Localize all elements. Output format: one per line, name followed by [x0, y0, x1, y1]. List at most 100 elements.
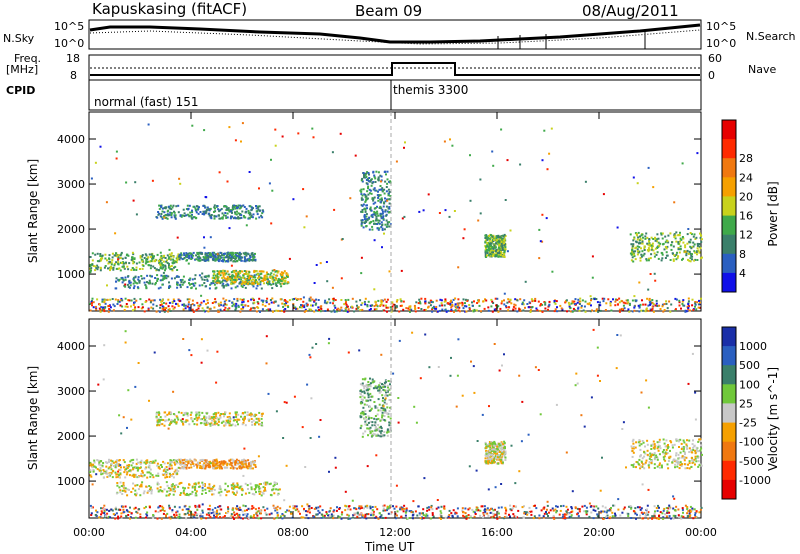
range-cell-0-259 — [99, 269, 102, 272]
range-cell-2-160 — [166, 413, 169, 416]
range-cell-0-219 — [99, 253, 102, 255]
range-cell-1-148 — [208, 483, 211, 486]
scatter-cell-117 — [354, 154, 357, 157]
range-cell-1-70 — [173, 490, 176, 493]
range-cell-4-118 — [367, 179, 370, 182]
range-cell-2-40 — [258, 411, 261, 414]
range-cell-1-207 — [164, 276, 167, 279]
range-cell-0-216 — [164, 476, 167, 479]
scatter-cell-139 — [548, 152, 551, 155]
scatter-cell-47 — [216, 253, 219, 256]
range-cell-2-259 — [169, 204, 172, 207]
range-cell-6-104 — [679, 464, 682, 466]
range-cell-1-134 — [138, 279, 141, 282]
range-cell-8-862 — [392, 303, 395, 306]
range-cell-2-220 — [175, 205, 178, 208]
range-cell-6-230 — [696, 253, 698, 256]
range-cell-6-230 — [700, 444, 703, 447]
range-cell-1-186 — [201, 489, 204, 492]
range-cell-8-797 — [361, 308, 364, 311]
range-cell-1-67 — [154, 283, 157, 286]
range-cell-8-467 — [627, 301, 630, 304]
range-cell-1-177 — [238, 278, 241, 281]
range-cell-1-116 — [226, 283, 229, 286]
range-cell-2-31 — [251, 423, 254, 426]
range-cell-7-251 — [282, 276, 285, 279]
range-cell-0-209 — [170, 265, 173, 267]
range-cell-0-134 — [94, 265, 97, 268]
range-cell-8-537 — [375, 308, 378, 311]
range-cell-1-18 — [256, 284, 259, 287]
range-cell-4-96 — [387, 188, 390, 191]
range-cell-4-180 — [370, 220, 373, 223]
range-cell-4-191 — [383, 228, 386, 231]
range-cell-1-250 — [179, 494, 182, 496]
range-cell-7-193 — [228, 278, 231, 281]
range-cell-4-34 — [367, 421, 370, 424]
range-cell-8-445 — [171, 305, 174, 308]
range-cell-0-250 — [141, 469, 144, 472]
range-cell-2-173 — [262, 210, 265, 213]
range-cell-6-182 — [698, 243, 701, 245]
range-cell-3-107 — [199, 459, 202, 462]
range-cell-8-669 — [286, 300, 289, 303]
range-cell-8-417 — [182, 308, 185, 311]
range-cell-1-45 — [168, 490, 171, 492]
range-cell-8-132 — [232, 303, 235, 306]
range-cell-0-191 — [111, 252, 114, 255]
scatter-cell-149 — [303, 226, 306, 229]
range-cell-1-166 — [228, 490, 230, 493]
range-cell-2-160 — [165, 206, 168, 209]
range-cell-8-82 — [164, 309, 166, 311]
range-cell-4-27 — [366, 404, 369, 406]
scatter-cell-143 — [383, 232, 385, 235]
range-cell-0-8 — [113, 262, 116, 265]
range-cell-4-211 — [370, 209, 373, 212]
range-cell-2-8 — [219, 416, 222, 419]
range-cell-4-105 — [381, 228, 384, 231]
range-cell-0-152 — [178, 458, 181, 461]
range-cell-8-799 — [451, 303, 454, 306]
range-cell-8-352 — [134, 306, 137, 309]
range-cell-7-143 — [258, 282, 260, 285]
range-cell-3-238 — [187, 460, 190, 463]
range-cell-6-214 — [691, 460, 694, 463]
range-cell-3-254 — [238, 256, 241, 258]
range-cell-8-813 — [590, 299, 592, 302]
range-cell-1-167 — [137, 276, 140, 279]
range-cell-6-18 — [634, 250, 637, 253]
range-cell-4-161 — [365, 176, 368, 178]
range-cell-0-202 — [152, 256, 155, 259]
range-cell-8-183 — [674, 308, 677, 311]
range-cell-4-172 — [360, 210, 363, 213]
range-cell-2-164 — [208, 415, 211, 418]
range-cell-6-152 — [688, 250, 691, 253]
range-cell-5-256 — [492, 254, 495, 257]
range-cell-3-246 — [234, 258, 237, 261]
range-cell-6-174 — [630, 445, 633, 448]
range-cell-7-218 — [243, 270, 246, 272]
range-cell-6-179 — [694, 452, 697, 455]
range-cell-8-92 — [614, 300, 617, 303]
range-cell-1-254 — [149, 487, 152, 490]
range-cell-4-36 — [388, 399, 391, 401]
range-cell-8-428 — [556, 306, 558, 309]
range-cell-4-158 — [366, 197, 369, 200]
range-cell-8-397 — [107, 310, 110, 313]
range-cell-8-890 — [554, 302, 557, 305]
range-cell-8-424 — [326, 308, 329, 311]
range-cell-8-404 — [228, 307, 231, 310]
range-cell-1-123 — [194, 487, 197, 490]
range-cell-8-818 — [616, 298, 619, 301]
scatter-cell-135 — [469, 199, 472, 202]
range-cell-6-215 — [636, 461, 639, 464]
range-cell-6-171 — [684, 467, 687, 470]
range-cell-2-217 — [170, 419, 173, 422]
range-cell-0-166 — [164, 269, 166, 272]
scatter-cell-92 — [228, 126, 231, 129]
range-cell-1-87 — [129, 284, 132, 287]
range-cell-0-162 — [173, 266, 175, 269]
range-cell-1-97 — [151, 282, 154, 285]
range-cell-1-7 — [159, 286, 162, 289]
range-cell-1-215 — [195, 490, 198, 493]
